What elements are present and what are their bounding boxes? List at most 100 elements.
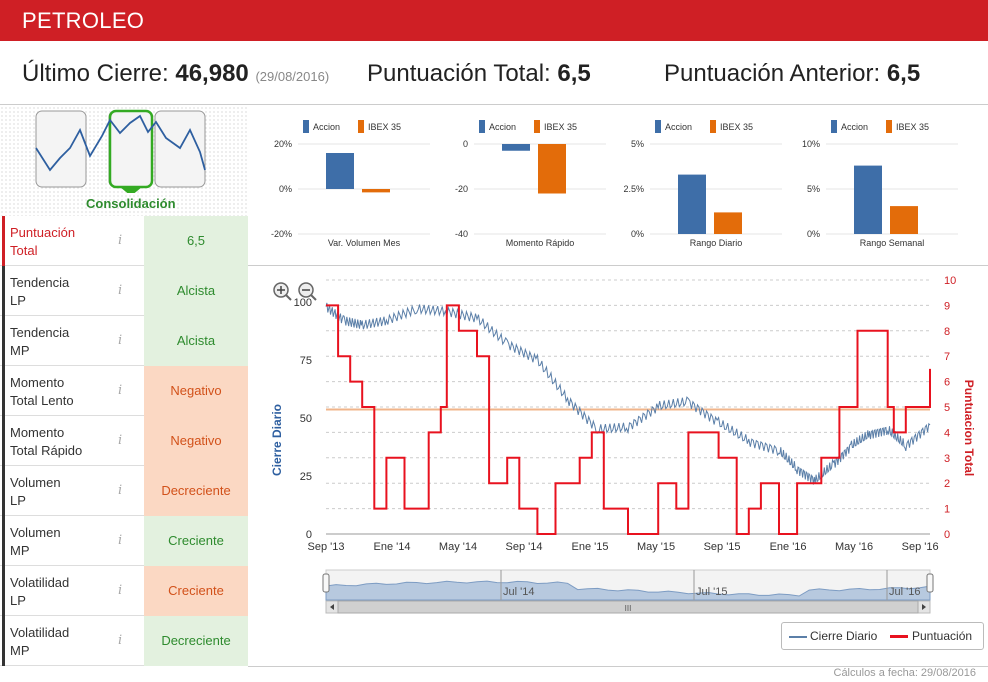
score-label: Volumen LP — [2, 466, 144, 516]
previous-score-label: Puntuación Anterior: — [664, 60, 881, 87]
legend-accion-label: Accion — [313, 122, 340, 132]
series-cierre-diario[interactable] — [325, 302, 931, 485]
info-icon[interactable]: i — [118, 333, 123, 348]
navigator[interactable]: Jul '14 Jul '15 Jul '16 III — [322, 569, 934, 614]
left-axis-title: Cierre Diario — [270, 404, 284, 476]
bar-accion[interactable] — [326, 153, 354, 189]
navigator-handle-left[interactable] — [322, 573, 330, 593]
bar-ibex[interactable] — [714, 212, 742, 234]
ytick-left: 0 — [306, 529, 312, 541]
score-label: Volatilidad MP — [2, 616, 144, 666]
trend-widget — [35, 109, 206, 193]
legend-ibex-swatch — [710, 120, 716, 133]
bar-ytick: 5% — [807, 184, 820, 194]
info-icon[interactable]: i — [118, 633, 123, 648]
xtick: Sep '15 — [704, 541, 741, 553]
xtick: May '15 — [637, 541, 675, 553]
bar-accion[interactable] — [678, 174, 706, 234]
ytick-right: 1 — [944, 504, 950, 516]
info-icon[interactable]: i — [118, 433, 123, 448]
previous-score: Puntuación Anterior: 6,5 — [664, 60, 920, 88]
score-label-line1: Volumen — [10, 475, 61, 490]
score-label: Tendencia LP — [2, 266, 144, 316]
score-value: Creciente — [144, 516, 248, 566]
xtick: Ene '15 — [572, 541, 609, 553]
previous-score-value: 6,5 — [886, 60, 921, 87]
bar-ytick: 0% — [279, 184, 292, 194]
info-icon[interactable]: i — [118, 283, 123, 298]
scrollbar-grip: III — [625, 604, 632, 613]
last-close-value: 46,980 — [175, 60, 249, 87]
bar-ibex[interactable] — [890, 206, 918, 234]
xtick: Sep '14 — [506, 541, 543, 553]
legend-accion-swatch — [655, 120, 661, 133]
bar-ytick: 0% — [807, 229, 820, 239]
zoom-in-icon[interactable] — [273, 282, 292, 301]
score-label-line1: Volatilidad — [10, 625, 70, 640]
navigator-label: Jul '15 — [696, 586, 727, 598]
ytick-left: 100 — [294, 297, 312, 309]
info-icon[interactable]: i — [118, 483, 123, 498]
score-label-line1: Volumen — [10, 525, 61, 540]
bar-accion[interactable] — [854, 165, 882, 234]
score-value: Decreciente — [144, 466, 248, 516]
xtick: May '14 — [439, 541, 477, 553]
scrollbar-thumb[interactable] — [337, 600, 919, 614]
legend-ibex-label: IBEX 35 — [896, 122, 929, 132]
bar-ytick: -20% — [271, 229, 292, 239]
series-puntuacion[interactable] — [326, 304, 931, 535]
legend-accion-label: Accion — [665, 122, 692, 132]
trend-box-left — [35, 110, 87, 188]
ytick-left: 75 — [300, 355, 312, 367]
bar-ibex[interactable] — [538, 144, 566, 194]
xtick: Sep '13 — [308, 541, 345, 553]
score-value: Alcista — [144, 266, 248, 316]
info-icon[interactable]: i — [118, 583, 123, 598]
ytick-right: 0 — [944, 529, 950, 541]
bar-accion[interactable] — [502, 144, 530, 151]
score-value: Decreciente — [144, 616, 248, 666]
score-label-line2: LP — [10, 593, 26, 608]
score-label-line2: Total — [10, 243, 38, 258]
zoom-out-icon[interactable] — [298, 282, 317, 301]
score-label-line1: Tendencia — [10, 275, 70, 290]
score-row: Tendencia LP i Alcista — [0, 266, 248, 316]
scroll-left-icon[interactable] — [330, 604, 334, 610]
legend-price-swatch — [789, 636, 807, 638]
xtick: Sep '16 — [902, 541, 939, 553]
navigator-handle-right[interactable] — [926, 573, 934, 593]
score-label-line2: Total Rápido — [10, 443, 83, 458]
bar-ytick: 5% — [631, 139, 644, 149]
bar-ytick: 2.5% — [623, 184, 644, 194]
scroll-right-icon[interactable] — [922, 604, 926, 610]
score-value: Alcista — [144, 316, 248, 366]
info-icon[interactable]: i — [118, 233, 123, 248]
score-row: Volatilidad LP i Creciente — [0, 566, 248, 616]
ytick-right: 3 — [944, 453, 950, 465]
info-icon[interactable]: i — [118, 533, 123, 548]
score-value: 6,5 — [144, 216, 248, 266]
bar-chart-3: Accion IBEX 35 10% 5% 0% Rango Semanal — [802, 120, 958, 248]
legend-punt-label[interactable]: Puntuación — [912, 629, 973, 643]
right-axis-title: Puntuacion Total — [962, 380, 976, 476]
legend-price-label[interactable]: Cierre Diario — [810, 629, 878, 643]
bar-chart-2: Accion IBEX 35 5% 2.5% 0% Rango Diario — [623, 120, 782, 248]
trend-line — [35, 114, 206, 172]
bar-ibex[interactable] — [362, 189, 390, 193]
score-label-line2: LP — [10, 293, 26, 308]
bar-xlabel: Rango Semanal — [860, 238, 925, 248]
bar-chart-0: Accion IBEX 35 20% 0% -20% Var. Volumen Mes — [271, 120, 430, 248]
bar-ytick: 10% — [802, 139, 820, 149]
info-icon[interactable]: i — [118, 383, 123, 398]
score-label: Puntuación Total — [2, 216, 144, 266]
legend-punt-swatch — [890, 635, 908, 638]
legend-accion-swatch — [303, 120, 309, 133]
bar-chart-1: Accion IBEX 35 0 -20 -40 Momento Rápido — [455, 120, 606, 248]
score-label: Tendencia MP — [2, 316, 144, 366]
ytick-right: 5 — [944, 402, 950, 414]
navigator-label: Jul '14 — [503, 586, 534, 598]
ytick-right: 4 — [944, 427, 950, 439]
bar-ytick: 0 — [463, 139, 468, 149]
